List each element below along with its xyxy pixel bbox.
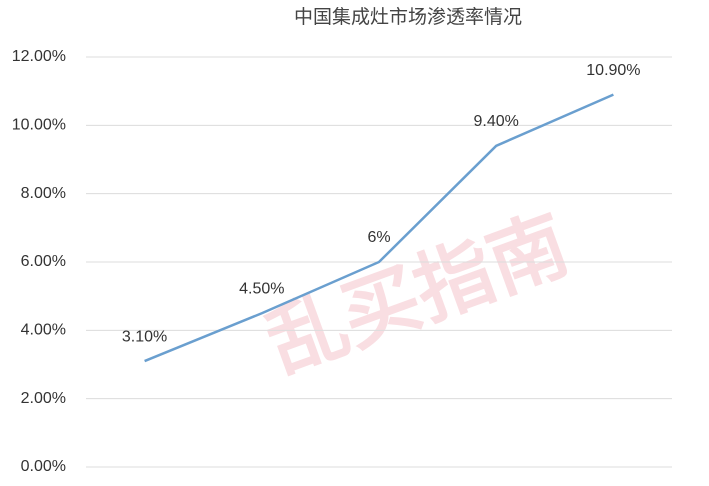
data-label: 4.50% [239,280,284,297]
data-label: 10.90% [586,62,640,79]
y-tick-label: 0.00% [21,458,66,475]
y-tick-label: 10.00% [12,117,66,134]
y-tick-label: 8.00% [21,185,66,202]
data-label: 6% [367,229,390,246]
line [144,93,614,363]
chart-title: 中国集成灶市场渗透率情况 [294,6,522,28]
y-tick-label: 6.00% [21,253,66,270]
data-label: 9.40% [474,113,519,130]
data-label: 3.10% [122,328,167,345]
y-tick-label: 2.00% [21,390,66,407]
y-tick-label: 12.00% [12,48,66,65]
y-tick-label: 4.00% [21,322,66,339]
